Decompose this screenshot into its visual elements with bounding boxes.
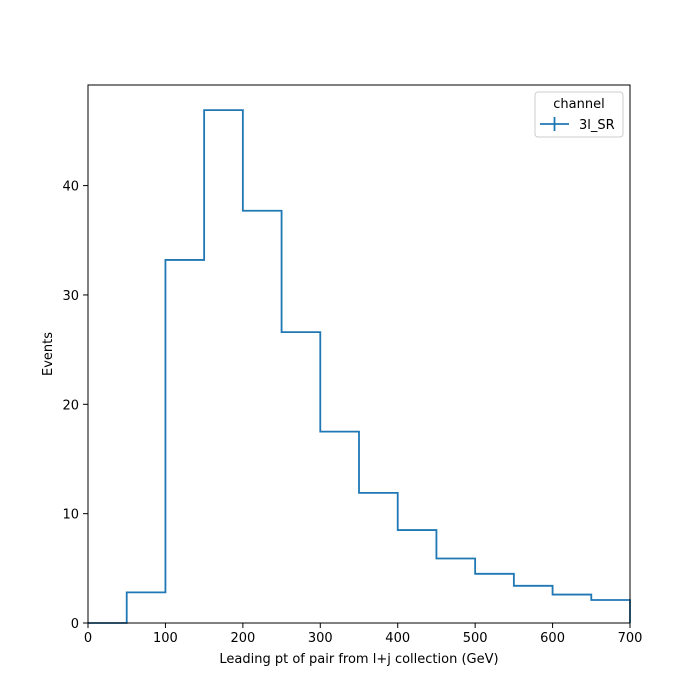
x-tick-label: 200: [230, 631, 255, 646]
y-tick-label: 10: [62, 508, 79, 523]
x-tick-label: 700: [618, 631, 643, 646]
x-axis-label: Leading pt of pair from l+j collection (…: [219, 652, 498, 667]
histogram-series-3l-sr: [88, 109, 631, 624]
x-tick-label: 400: [385, 631, 410, 646]
y-tick-label: 0: [71, 617, 79, 632]
plot-frame: [87, 84, 631, 624]
legend-series-label: 3l_SR: [579, 118, 615, 133]
x-tick-label: 0: [84, 631, 92, 646]
x-axis-ticks: 0 100 200 300 400 500 600 700: [84, 623, 643, 646]
y-axis-ticks: 0 10 20 30 40: [62, 180, 88, 632]
y-tick-label: 20: [62, 398, 79, 413]
plot-area: [87, 84, 631, 624]
x-tick-label: 300: [308, 631, 333, 646]
y-tick-label: 40: [62, 180, 79, 195]
x-tick-label: 500: [463, 631, 488, 646]
x-tick-label: 100: [153, 631, 178, 646]
y-tick-label: 30: [62, 289, 79, 304]
y-axis-label: Events: [41, 332, 56, 376]
legend: channel 3l_SR: [534, 91, 624, 138]
x-tick-label: 600: [540, 631, 565, 646]
legend-title: channel: [553, 97, 604, 112]
legend-box: [534, 91, 624, 138]
